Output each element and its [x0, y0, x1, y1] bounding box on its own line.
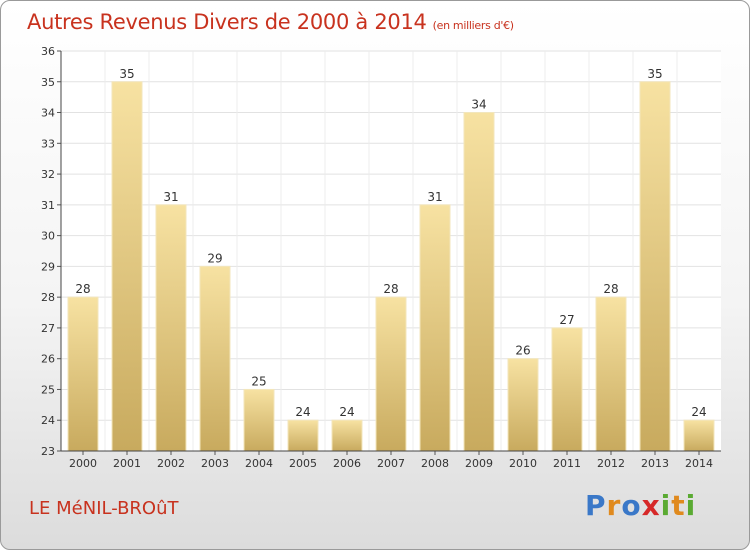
- y-tick-label: 29: [41, 260, 55, 273]
- y-tick-label: 32: [41, 168, 55, 181]
- data-label-2011: 27: [559, 313, 574, 327]
- x-tick-label: 2005: [289, 457, 317, 470]
- data-label-2007: 28: [383, 282, 398, 296]
- logo-letter: i: [660, 489, 672, 522]
- bar-2006: [331, 419, 363, 452]
- data-label-2006: 24: [339, 405, 354, 419]
- x-tick-label: 2004: [245, 457, 273, 470]
- data-label-2012: 28: [603, 282, 618, 296]
- logo-letter: t: [671, 489, 686, 522]
- x-tick-label: 2011: [553, 457, 581, 470]
- x-tick-label: 2001: [113, 457, 141, 470]
- bar-2011: [551, 327, 583, 452]
- y-tick-label: 35: [41, 76, 55, 89]
- data-label-2014: 24: [691, 405, 706, 419]
- proxiti-logo: Proxiti: [585, 489, 696, 522]
- axes: 23 24 25 26 27 28 29 30 31 32 33 34 35 36 2000 2001 2002…: [41, 45, 721, 470]
- y-tick-label: 24: [41, 414, 55, 427]
- y-tick-label: 28: [41, 291, 55, 304]
- x-tick-label: 2013: [641, 457, 669, 470]
- x-tick-label: 2007: [377, 457, 405, 470]
- y-tick-label: 27: [41, 322, 55, 335]
- bar-2003: [199, 265, 231, 452]
- bar-2010: [507, 358, 539, 452]
- y-tick-label: 33: [41, 137, 55, 150]
- y-tick-label: 26: [41, 353, 55, 366]
- bar-2002: [155, 204, 187, 452]
- bar-2001: [111, 81, 143, 452]
- data-label-2001: 35: [119, 67, 134, 81]
- y-tick-label: 36: [41, 45, 55, 58]
- bar-2007: [375, 296, 407, 452]
- data-label-2013: 35: [647, 67, 662, 81]
- data-label-2005: 24: [295, 405, 310, 419]
- bar-2014: [683, 419, 715, 452]
- data-label-2008: 31: [427, 190, 442, 204]
- x-tick-label: 2003: [201, 457, 229, 470]
- data-label-2010: 26: [515, 344, 530, 358]
- logo-letter: r: [606, 489, 622, 522]
- logo-letter: o: [621, 489, 642, 522]
- logo-letter: P: [585, 489, 607, 522]
- logo-letter: x: [641, 489, 661, 522]
- title-unit: (en milliers d'€): [432, 19, 514, 32]
- x-tick-label: 2014: [685, 457, 713, 470]
- x-tick-label: 2012: [597, 457, 625, 470]
- bars: 28 35 31 29 25 24 24 28 31 34 26 27 28 35 24: [67, 67, 715, 452]
- bar-2000: [67, 296, 99, 452]
- x-tick-label: 2009: [465, 457, 493, 470]
- data-label-2002: 31: [163, 190, 178, 204]
- town-name: LE MéNIL-BROûT: [29, 498, 179, 519]
- bar-2012: [595, 296, 627, 452]
- data-label-2000: 28: [75, 282, 90, 296]
- y-tick-label: 31: [41, 199, 55, 212]
- data-label-2003: 29: [207, 251, 222, 265]
- x-tick-label: 2000: [69, 457, 97, 470]
- data-label-2004: 25: [251, 374, 266, 388]
- y-tick-label: 34: [41, 107, 55, 120]
- bar-2004: [243, 388, 275, 452]
- logo-letter: i: [685, 489, 697, 522]
- x-tick-label: 2006: [333, 457, 361, 470]
- y-tick-label: 30: [41, 230, 55, 243]
- bar-2013: [639, 81, 671, 452]
- chart-title: Autres Revenus Divers de 2000 à 2014 (en …: [27, 10, 514, 34]
- y-tick-label: 23: [41, 445, 55, 458]
- bar-2009: [463, 112, 495, 452]
- bar-2005: [287, 419, 319, 452]
- bar-2008: [419, 204, 451, 452]
- x-tick-label: 2008: [421, 457, 449, 470]
- x-tick-label: 2002: [157, 457, 185, 470]
- y-tick-label: 25: [41, 383, 55, 396]
- x-tick-label: 2010: [509, 457, 537, 470]
- title-text: Autres Revenus Divers de 2000 à 2014: [27, 10, 427, 34]
- data-label-2009: 34: [471, 98, 486, 112]
